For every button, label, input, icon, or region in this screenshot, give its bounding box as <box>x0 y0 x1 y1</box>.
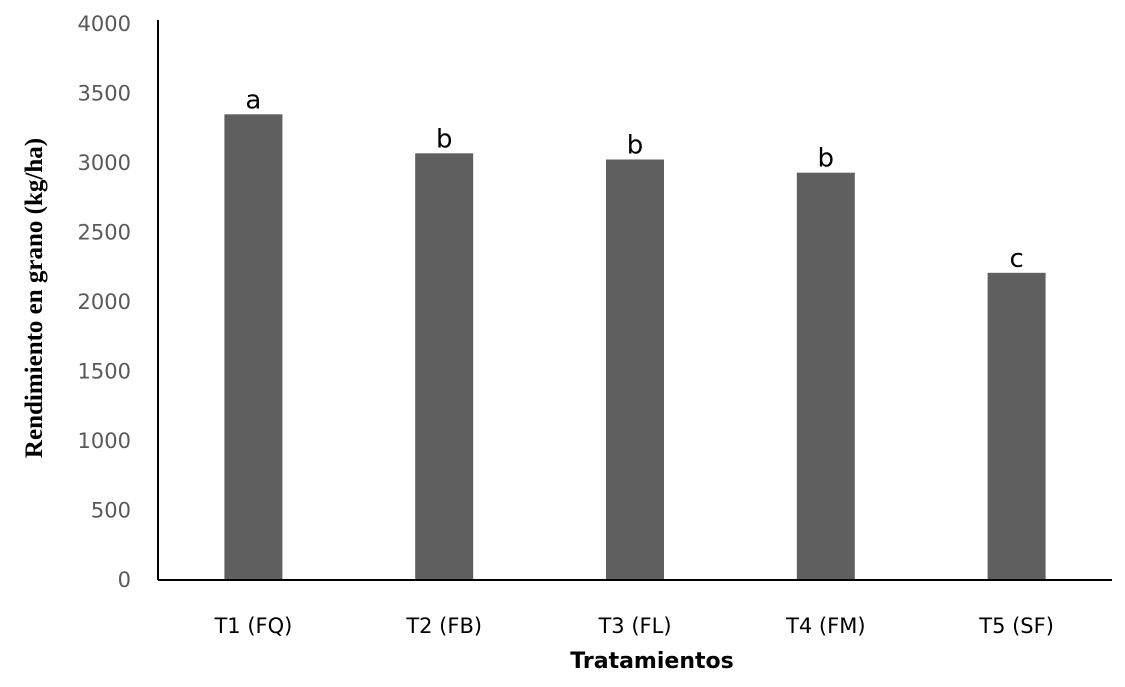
significance-label-3: b <box>627 131 644 161</box>
significance-label-5: c <box>1009 244 1023 274</box>
y-tick-label-4000: 4000 <box>78 12 131 36</box>
significance-label-2: b <box>436 124 453 154</box>
significance-labels-group: a b b b c <box>245 85 1023 273</box>
x-tick-label-2: T2 (FB) <box>405 614 482 638</box>
bar-1 <box>224 114 283 581</box>
significance-label-1: a <box>245 85 261 115</box>
y-tick-label-1500: 1500 <box>78 360 131 384</box>
bars-group <box>224 114 1046 581</box>
bar-5 <box>987 272 1046 580</box>
x-tick-label-3: T3 (FL) <box>597 614 671 638</box>
x-axis-labels-group: T1 (FQ) T2 (FB) T3 (FL) T4 (FM) T5 (SF) <box>213 614 1053 638</box>
y-tick-label-0: 0 <box>118 568 131 592</box>
bar-2 <box>415 153 474 581</box>
x-tick-label-4: T4 (FM) <box>785 614 865 638</box>
x-tick-label-1: T1 (FQ) <box>213 614 292 638</box>
y-tick-label-3000: 3000 <box>78 151 131 175</box>
x-axis-title: Tratamientos <box>570 649 733 674</box>
y-tick-label-3500: 3500 <box>78 82 131 106</box>
x-tick-label-5: T5 (SF) <box>978 614 1054 638</box>
bar-3 <box>606 159 664 580</box>
y-tick-label-2000: 2000 <box>78 290 131 314</box>
y-tick-label-1000: 1000 <box>78 429 131 453</box>
significance-label-4: b <box>818 144 835 174</box>
y-tick-label-2500: 2500 <box>78 221 131 245</box>
y-tick-label-500: 500 <box>91 499 131 523</box>
y-axis-title: Rendimiento en grano (kg/ha) <box>21 138 48 458</box>
y-axis-ticks-group: 0 500 1000 1500 2000 2500 3000 3500 4000 <box>78 12 131 592</box>
bar-4 <box>796 172 855 580</box>
